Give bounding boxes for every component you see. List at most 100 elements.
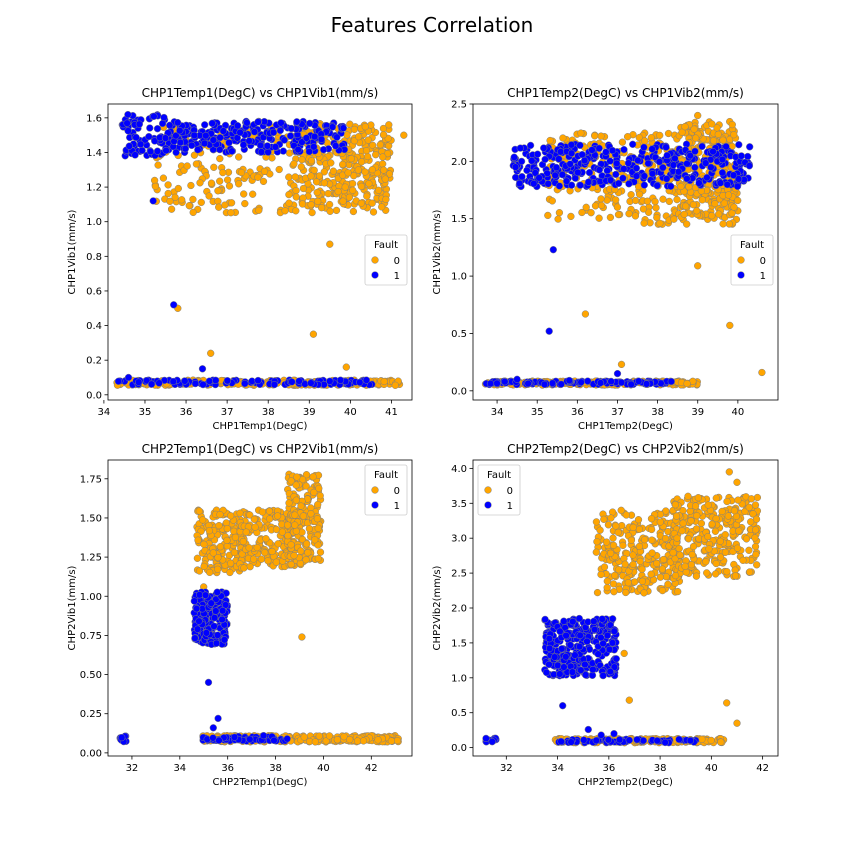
scatter-point [751, 534, 759, 542]
scatter-point [287, 124, 295, 133]
scatter-point [286, 132, 295, 140]
plot-area-points [116, 470, 402, 746]
scatter-point [307, 379, 315, 387]
scatter-point [692, 525, 701, 533]
scatter-point [624, 579, 632, 587]
scatter-point [711, 527, 720, 535]
scatter-point [339, 160, 347, 169]
x-tick-label: 36 [602, 763, 615, 774]
scatter-point [588, 146, 596, 154]
scatter-point [735, 141, 743, 149]
scatter-point [691, 502, 700, 510]
scatter-point [653, 182, 661, 190]
scatter-point [347, 155, 355, 163]
scatter-point [220, 636, 229, 644]
scatter-point [690, 125, 698, 133]
scatter-point [634, 516, 643, 524]
scatter-point [709, 147, 717, 156]
scatter-point [679, 519, 687, 527]
scatter-point [640, 172, 648, 180]
scatter-point [314, 524, 322, 532]
scatter-point [348, 179, 357, 188]
scatter-point [632, 164, 641, 172]
scatter-point [332, 206, 341, 215]
scatter-point [733, 182, 742, 191]
scatter-point [662, 507, 670, 515]
scatter-point [622, 511, 630, 519]
scatter-point [240, 564, 248, 572]
scatter-point [682, 568, 690, 576]
scatter-point [604, 521, 613, 529]
scatter-point [751, 542, 760, 551]
scatter-point [230, 548, 239, 557]
scatter-point [680, 210, 688, 218]
scatter-point [704, 501, 712, 509]
scatter-point [349, 207, 358, 216]
scatter-point [299, 512, 307, 520]
scatter-point [721, 548, 730, 556]
scatter-point [212, 595, 220, 603]
scatter-point [138, 146, 146, 155]
scatter-point [326, 377, 334, 385]
scatter-point [210, 163, 218, 171]
scatter-point [216, 154, 224, 163]
scatter-point [239, 141, 248, 149]
scatter-point [188, 141, 196, 150]
scatter-point [124, 373, 133, 382]
scatter-point [567, 149, 576, 157]
scatter-point [689, 542, 698, 551]
x-tick-label: 38 [654, 763, 667, 774]
scatter-point [284, 532, 292, 540]
legend-marker-1 [737, 271, 745, 279]
scatter-point [719, 136, 727, 144]
scatter-point [620, 145, 628, 154]
scatter-point [647, 525, 656, 534]
series-fault-0 [551, 468, 762, 747]
scatter-point [581, 310, 590, 318]
scatter-point [686, 152, 694, 160]
scatter-point [682, 202, 690, 210]
legend-title: Fault [487, 470, 511, 481]
scatter-point [617, 360, 626, 369]
y-tick-label: 0.5 [451, 708, 467, 719]
scatter-point [745, 546, 753, 554]
scatter-point [316, 492, 324, 500]
scatter-point [715, 210, 723, 218]
scatter-point [528, 157, 536, 165]
scatter-point [629, 551, 637, 559]
scatter-point [254, 376, 262, 385]
scatter-point [730, 131, 738, 139]
scatter-point [544, 211, 552, 220]
scatter-point [385, 170, 394, 178]
scatter-point [603, 196, 611, 204]
scatter-point [655, 158, 664, 166]
legend-label-1: 1 [760, 271, 766, 282]
scatter-point [541, 615, 549, 624]
scatter-point [320, 179, 329, 187]
scatter-point [557, 737, 565, 746]
scatter-point [363, 192, 371, 200]
scatter-point [739, 556, 747, 564]
scatter-point [155, 379, 163, 387]
scatter-point [200, 562, 208, 571]
scatter-point [555, 155, 563, 163]
scatter-point [290, 160, 298, 168]
legend-marker-0 [484, 486, 492, 494]
x-tick-label: 32 [126, 763, 139, 774]
scatter-point [684, 535, 693, 543]
scatter-point [183, 162, 191, 170]
scatter-point [693, 512, 701, 520]
scatter-point [745, 503, 753, 511]
scatter-point [647, 570, 655, 578]
scatter-point [118, 733, 126, 742]
legend-title: Fault [740, 240, 764, 251]
scatter-point [302, 556, 310, 564]
scatter-point [290, 551, 298, 560]
scatter-point [647, 134, 655, 142]
scatter-point [170, 301, 178, 309]
scatter-point [346, 735, 354, 744]
scatter-point [164, 181, 172, 189]
scatter-point [207, 179, 216, 187]
scatter-point [315, 172, 324, 180]
scatter-point [208, 119, 216, 127]
